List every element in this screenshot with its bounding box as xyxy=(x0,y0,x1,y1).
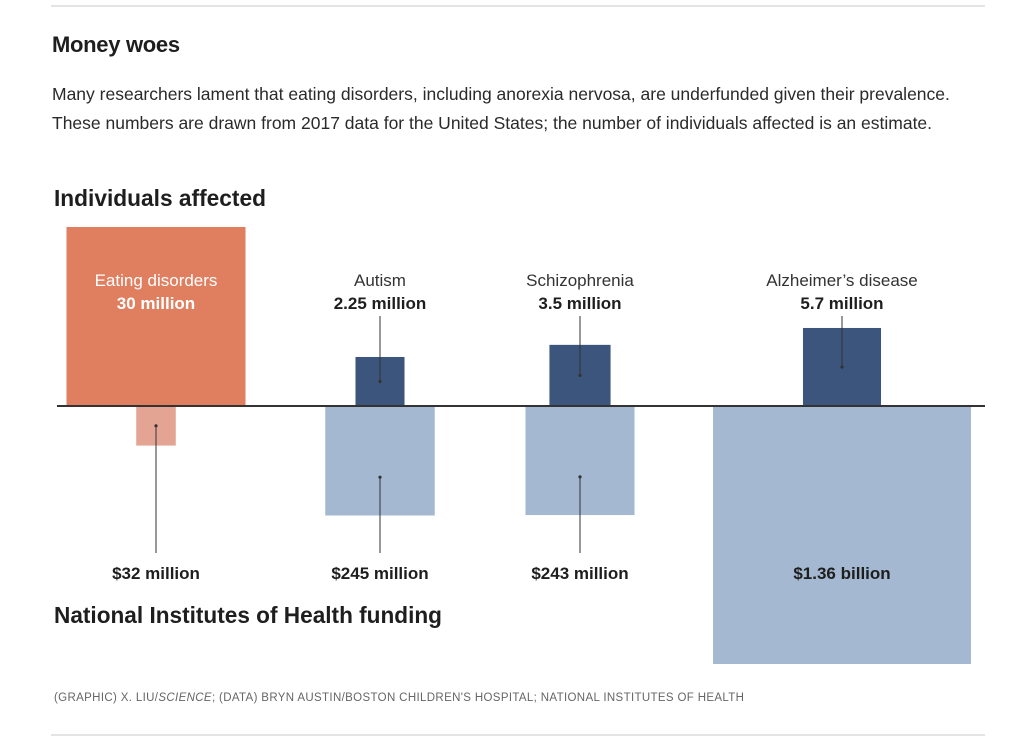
value-label-affected-autism: 2.25 million xyxy=(334,294,427,313)
value-label-funding-eating-disorders: $32 million xyxy=(112,564,200,583)
credit-suffix: ; (DATA) BRYN AUSTIN/BOSTON CHILDREN'S H… xyxy=(211,692,745,704)
value-label-funding-autism: $245 million xyxy=(331,564,428,583)
credit-prefix: (GRAPHIC) X. LIU/ xyxy=(54,692,159,704)
leader-dot-funding-eating-disorders xyxy=(154,424,158,428)
leader-dot-affected-schizophrenia xyxy=(578,373,582,378)
category-label-alzheimer-s-disease: Alzheimer’s disease xyxy=(766,271,918,290)
category-label-schizophrenia: Schizophrenia xyxy=(526,271,634,290)
value-label-funding-schizophrenia: $243 million xyxy=(531,564,628,583)
value-label-funding-alzheimer-s-disease: $1.36 billion xyxy=(793,564,890,583)
category-label-eating-disorders: Eating disorders xyxy=(95,271,218,290)
figure-description: Many researchers lament that eating diso… xyxy=(52,84,950,133)
axis-label-top: Individuals affected xyxy=(54,185,266,211)
axis-label-bottom: National Institutes of Health funding xyxy=(54,602,442,628)
source-credit: (GRAPHIC) X. LIU/SCIENCE; (DATA) BRYN AU… xyxy=(54,692,744,704)
bar-funding-alzheimer-s-disease xyxy=(713,406,971,664)
leader-dot-affected-autism xyxy=(378,379,382,384)
leader-dot-affected-alzheimer-s-disease xyxy=(840,365,844,369)
value-label-affected-alzheimer-s-disease: 5.7 million xyxy=(800,294,883,313)
category-label-autism: Autism xyxy=(354,271,406,290)
bar-affected-eating-disorders xyxy=(66,227,246,406)
figure-title: Money woes xyxy=(52,32,180,57)
bottom-divider xyxy=(51,734,985,736)
leader-lines xyxy=(154,316,844,553)
value-label-affected-eating-disorders: 30 million xyxy=(117,294,195,313)
funding-bars xyxy=(136,406,971,664)
leader-dot-funding-autism xyxy=(378,475,382,479)
value-label-affected-schizophrenia: 3.5 million xyxy=(538,294,621,313)
affected-bars xyxy=(66,227,882,406)
data-labels: Eating disorders 30 million $32 million Aut… xyxy=(95,271,918,583)
leader-dot-funding-schizophrenia xyxy=(578,475,582,479)
credit-publication: SCIENCE xyxy=(158,692,212,704)
top-divider xyxy=(51,5,985,7)
